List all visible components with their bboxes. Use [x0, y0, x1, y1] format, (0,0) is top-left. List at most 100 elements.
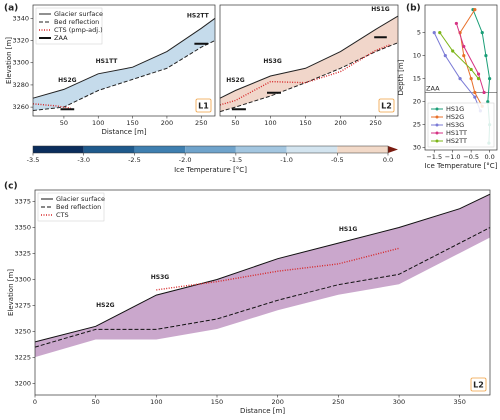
x-tick-label: −1.0	[445, 153, 461, 161]
x-tick-label: 150	[126, 119, 138, 127]
x-tick-label: 250	[195, 119, 207, 127]
x-tick-label: −1.5	[426, 153, 442, 161]
series-marker	[443, 54, 447, 58]
series-line	[231, 36, 387, 111]
borehole-label: HS1TT	[96, 58, 119, 65]
axes-frame	[34, 189, 491, 396]
series-marker	[438, 31, 442, 35]
legend-marker	[435, 123, 439, 127]
legend-label: HS3G	[446, 121, 464, 129]
tag-box	[378, 98, 395, 113]
series-marker	[462, 54, 466, 58]
series-marker	[473, 95, 477, 99]
series-marker	[469, 77, 473, 81]
y-tick-label: 3200	[14, 380, 31, 388]
colorbar-tick-label: -1.0	[280, 156, 293, 164]
series-marker	[473, 8, 477, 12]
tag-box	[195, 98, 212, 113]
legend-marker	[435, 115, 439, 119]
series-marker	[486, 100, 490, 104]
y-tick-label: 3340	[12, 14, 29, 22]
legend-label: HS2G	[446, 113, 464, 121]
series-marker	[480, 31, 484, 35]
series-line	[34, 193, 491, 343]
series-marker	[469, 67, 473, 72]
colorbar-tick-label: 0.0	[383, 156, 393, 164]
legend-label: CTS	[56, 211, 69, 219]
legend-label: ZAA	[54, 34, 68, 42]
colorbar-bin	[286, 146, 338, 153]
borehole-label: HS3G	[263, 58, 282, 65]
x-tick-label: 200	[161, 119, 173, 127]
colorbar-bin	[33, 146, 84, 153]
borehole-label: HS2TT	[187, 13, 210, 20]
y-axis-label: Elevation [m]	[5, 37, 13, 84]
legend-label: HS1TT	[446, 129, 467, 137]
y-tick-label: 25	[413, 121, 421, 129]
colorbar-bin	[185, 146, 236, 153]
x-tick-label: 200	[334, 119, 346, 127]
tag-label: L1	[198, 101, 209, 110]
series-line	[459, 9, 483, 107]
x-tick-label: 100	[150, 398, 162, 406]
panel-label: (a)	[4, 4, 18, 14]
x-tick-label: 50	[231, 119, 239, 127]
legend-label: CTS (pmp-adj.)	[54, 26, 103, 34]
y-tick-label: 3275	[14, 302, 31, 310]
y-tick-label: 3280	[12, 81, 29, 89]
x-tick-label: 300	[393, 398, 405, 406]
colorbar-bin	[83, 146, 135, 153]
legend-label: Glacier surface	[56, 195, 105, 203]
y-tick-label: 3320	[12, 37, 29, 45]
series-marker	[488, 77, 492, 81]
borehole-label: HS2G	[96, 302, 115, 309]
colorbar-label: Ice Temperature [°C]	[174, 166, 247, 174]
colorbar-tick-label: -1.5	[230, 156, 243, 164]
colorbar-tick-label: -0.5	[331, 156, 344, 164]
legend-label: HS2TT	[446, 137, 467, 145]
borehole-label: HS1G	[339, 226, 358, 233]
temperature-field	[33, 18, 215, 111]
series-marker	[482, 90, 486, 95]
colorbar-tick-label: -2.0	[179, 156, 192, 164]
tag-label: L2	[381, 101, 392, 110]
colorbar-bin	[235, 146, 287, 153]
y-tick-label: 5	[417, 29, 421, 37]
colorbar-extension	[388, 146, 398, 153]
x-tick-label: 250	[369, 119, 381, 127]
y-tick-label: 3250	[14, 328, 31, 336]
legend-label: Glacier surface	[54, 10, 103, 18]
series-marker	[484, 54, 488, 58]
series-marker	[476, 72, 481, 76]
x-tick-label: 350	[453, 398, 465, 406]
series-line	[219, 44, 390, 106]
legend-label: Bed reflection	[54, 18, 99, 26]
y-tick-label: 3300	[14, 275, 31, 283]
y-axis-label: Elevation [m]	[7, 269, 15, 316]
legend-box	[427, 102, 495, 148]
borehole-label: HS1G	[371, 6, 390, 13]
axes-frame	[219, 4, 399, 117]
x-tick-label: 0.0	[484, 153, 494, 161]
colorbar-tick-label: -2.5	[128, 156, 141, 164]
colorbar-bin	[134, 146, 186, 153]
colorbar-frame	[32, 145, 389, 154]
legend-marker	[435, 139, 439, 143]
series-line	[32, 103, 71, 109]
x-tick-label: 200	[271, 398, 283, 406]
borehole-label: HS3G	[151, 274, 170, 281]
series-marker	[451, 49, 455, 53]
y-axis-label: Depth [m]	[397, 59, 405, 95]
tag-label: L2	[473, 380, 484, 389]
x-axis-label: Distance [m]	[240, 407, 285, 415]
borehole-label: HS2G	[58, 77, 77, 84]
x-tick-label: 100	[264, 119, 276, 127]
series-line	[219, 15, 399, 99]
y-tick-label: 3375	[14, 197, 31, 205]
panel-label: (c)	[4, 182, 18, 192]
zaa-label: ZAA	[426, 84, 440, 92]
legend-label: HS1G	[446, 105, 464, 113]
colorbar-tick-label: -3.0	[77, 156, 90, 164]
series-line	[156, 247, 400, 291]
